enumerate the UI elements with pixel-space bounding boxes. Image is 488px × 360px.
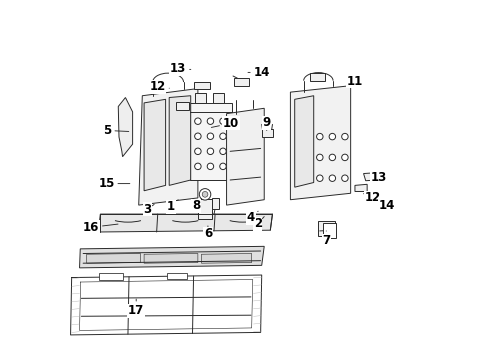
Bar xyxy=(195,93,206,103)
Polygon shape xyxy=(169,96,190,185)
Polygon shape xyxy=(80,246,264,268)
Circle shape xyxy=(341,175,347,181)
Text: 12: 12 xyxy=(363,192,380,204)
Circle shape xyxy=(194,133,201,139)
Polygon shape xyxy=(86,253,140,263)
Text: 11: 11 xyxy=(346,75,362,88)
Bar xyxy=(211,198,219,209)
Circle shape xyxy=(328,134,335,140)
Bar xyxy=(322,223,336,238)
Circle shape xyxy=(219,148,226,154)
Text: 2: 2 xyxy=(253,217,264,230)
Bar xyxy=(234,78,248,86)
Text: 16: 16 xyxy=(82,221,118,234)
Text: 4: 4 xyxy=(246,211,258,224)
Circle shape xyxy=(207,133,213,139)
Circle shape xyxy=(207,118,213,125)
Text: 5: 5 xyxy=(103,124,128,137)
Polygon shape xyxy=(144,253,198,263)
Circle shape xyxy=(199,189,210,200)
Circle shape xyxy=(328,154,335,161)
Bar xyxy=(317,221,335,235)
Text: 15: 15 xyxy=(98,177,130,190)
Text: 13: 13 xyxy=(370,171,386,184)
Circle shape xyxy=(341,134,347,140)
Polygon shape xyxy=(371,194,381,202)
Circle shape xyxy=(207,163,213,170)
Bar xyxy=(99,273,122,280)
Text: 3: 3 xyxy=(143,203,154,216)
Text: 17: 17 xyxy=(128,299,144,318)
Bar xyxy=(213,93,224,103)
Text: 13: 13 xyxy=(170,62,190,75)
Bar xyxy=(190,103,232,180)
Circle shape xyxy=(219,163,226,170)
Text: 10: 10 xyxy=(211,117,239,130)
Polygon shape xyxy=(226,108,264,205)
Circle shape xyxy=(219,118,226,125)
Text: 9: 9 xyxy=(262,116,270,131)
Text: 14: 14 xyxy=(247,66,269,79)
Bar xyxy=(261,129,273,137)
Circle shape xyxy=(194,118,201,125)
Circle shape xyxy=(316,175,323,181)
Polygon shape xyxy=(98,214,272,232)
Circle shape xyxy=(328,175,335,181)
Circle shape xyxy=(194,148,201,154)
Bar xyxy=(175,102,189,110)
Text: 8: 8 xyxy=(192,199,201,212)
Circle shape xyxy=(316,154,323,161)
Bar xyxy=(309,73,325,81)
Circle shape xyxy=(194,163,201,170)
Circle shape xyxy=(202,192,207,197)
Circle shape xyxy=(316,134,323,140)
Circle shape xyxy=(207,148,213,154)
Bar xyxy=(193,82,209,89)
Text: 14: 14 xyxy=(378,199,395,212)
Text: 1: 1 xyxy=(166,200,178,213)
Polygon shape xyxy=(290,86,350,200)
Polygon shape xyxy=(139,89,198,205)
Text: 7: 7 xyxy=(322,231,330,247)
Polygon shape xyxy=(294,96,313,187)
Polygon shape xyxy=(118,98,132,157)
Polygon shape xyxy=(363,173,376,181)
Bar xyxy=(167,273,187,279)
Text: 12: 12 xyxy=(149,80,169,93)
Bar xyxy=(198,199,212,220)
Text: 6: 6 xyxy=(203,226,212,240)
Polygon shape xyxy=(354,184,366,192)
Polygon shape xyxy=(201,253,251,263)
Polygon shape xyxy=(144,99,165,191)
Circle shape xyxy=(341,154,347,161)
Circle shape xyxy=(219,133,226,139)
